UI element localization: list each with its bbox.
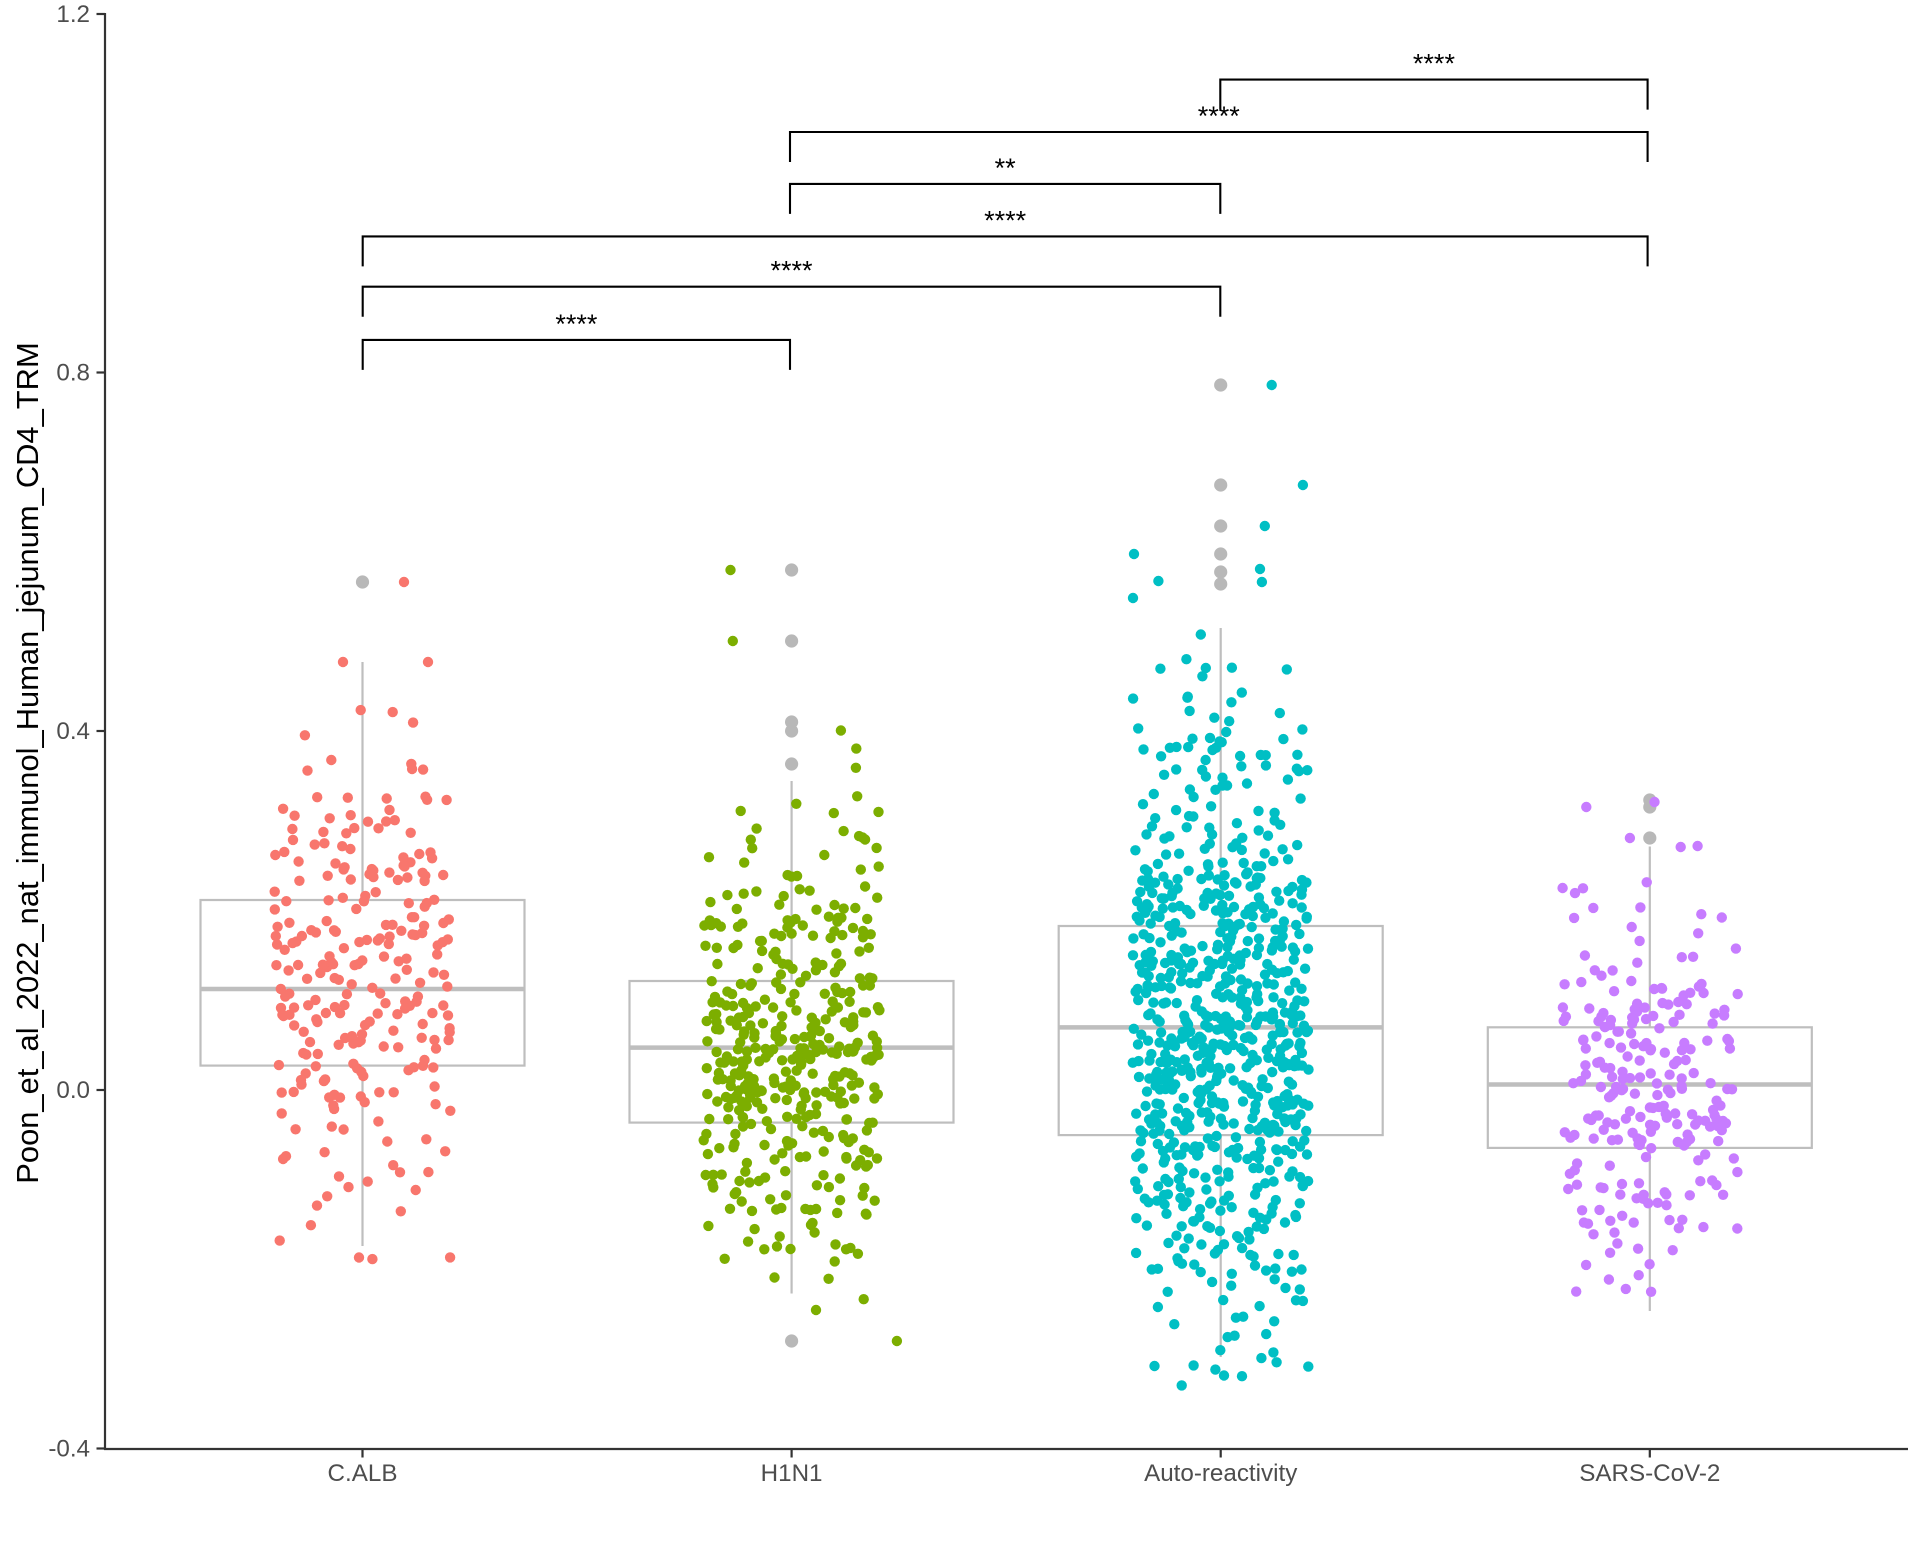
svg-text:Poon_et_al_2022_nat_immunol_Hu: Poon_et_al_2022_nat_immunol_Human_jejunu… bbox=[10, 342, 45, 1183]
svg-text:1.2: 1.2 bbox=[56, 1, 90, 28]
svg-text:H1N1: H1N1 bbox=[761, 1460, 823, 1487]
svg-text:Auto-reactivity: Auto-reactivity bbox=[1144, 1460, 1298, 1487]
svg-text:SARS-CoV-2: SARS-CoV-2 bbox=[1579, 1460, 1720, 1487]
svg-text:****: **** bbox=[1413, 49, 1456, 79]
svg-text:0.4: 0.4 bbox=[56, 718, 90, 745]
svg-text:****: **** bbox=[984, 205, 1027, 235]
svg-text:0.0: 0.0 bbox=[56, 1077, 90, 1104]
svg-text:**: ** bbox=[995, 153, 1017, 183]
svg-text:****: **** bbox=[770, 256, 813, 286]
svg-text:-0.4: -0.4 bbox=[48, 1436, 90, 1463]
svg-text:****: **** bbox=[1198, 101, 1241, 131]
svg-text:C.ALB: C.ALB bbox=[328, 1460, 398, 1487]
svg-text:****: **** bbox=[555, 309, 598, 339]
svg-text:0.8: 0.8 bbox=[56, 360, 90, 387]
